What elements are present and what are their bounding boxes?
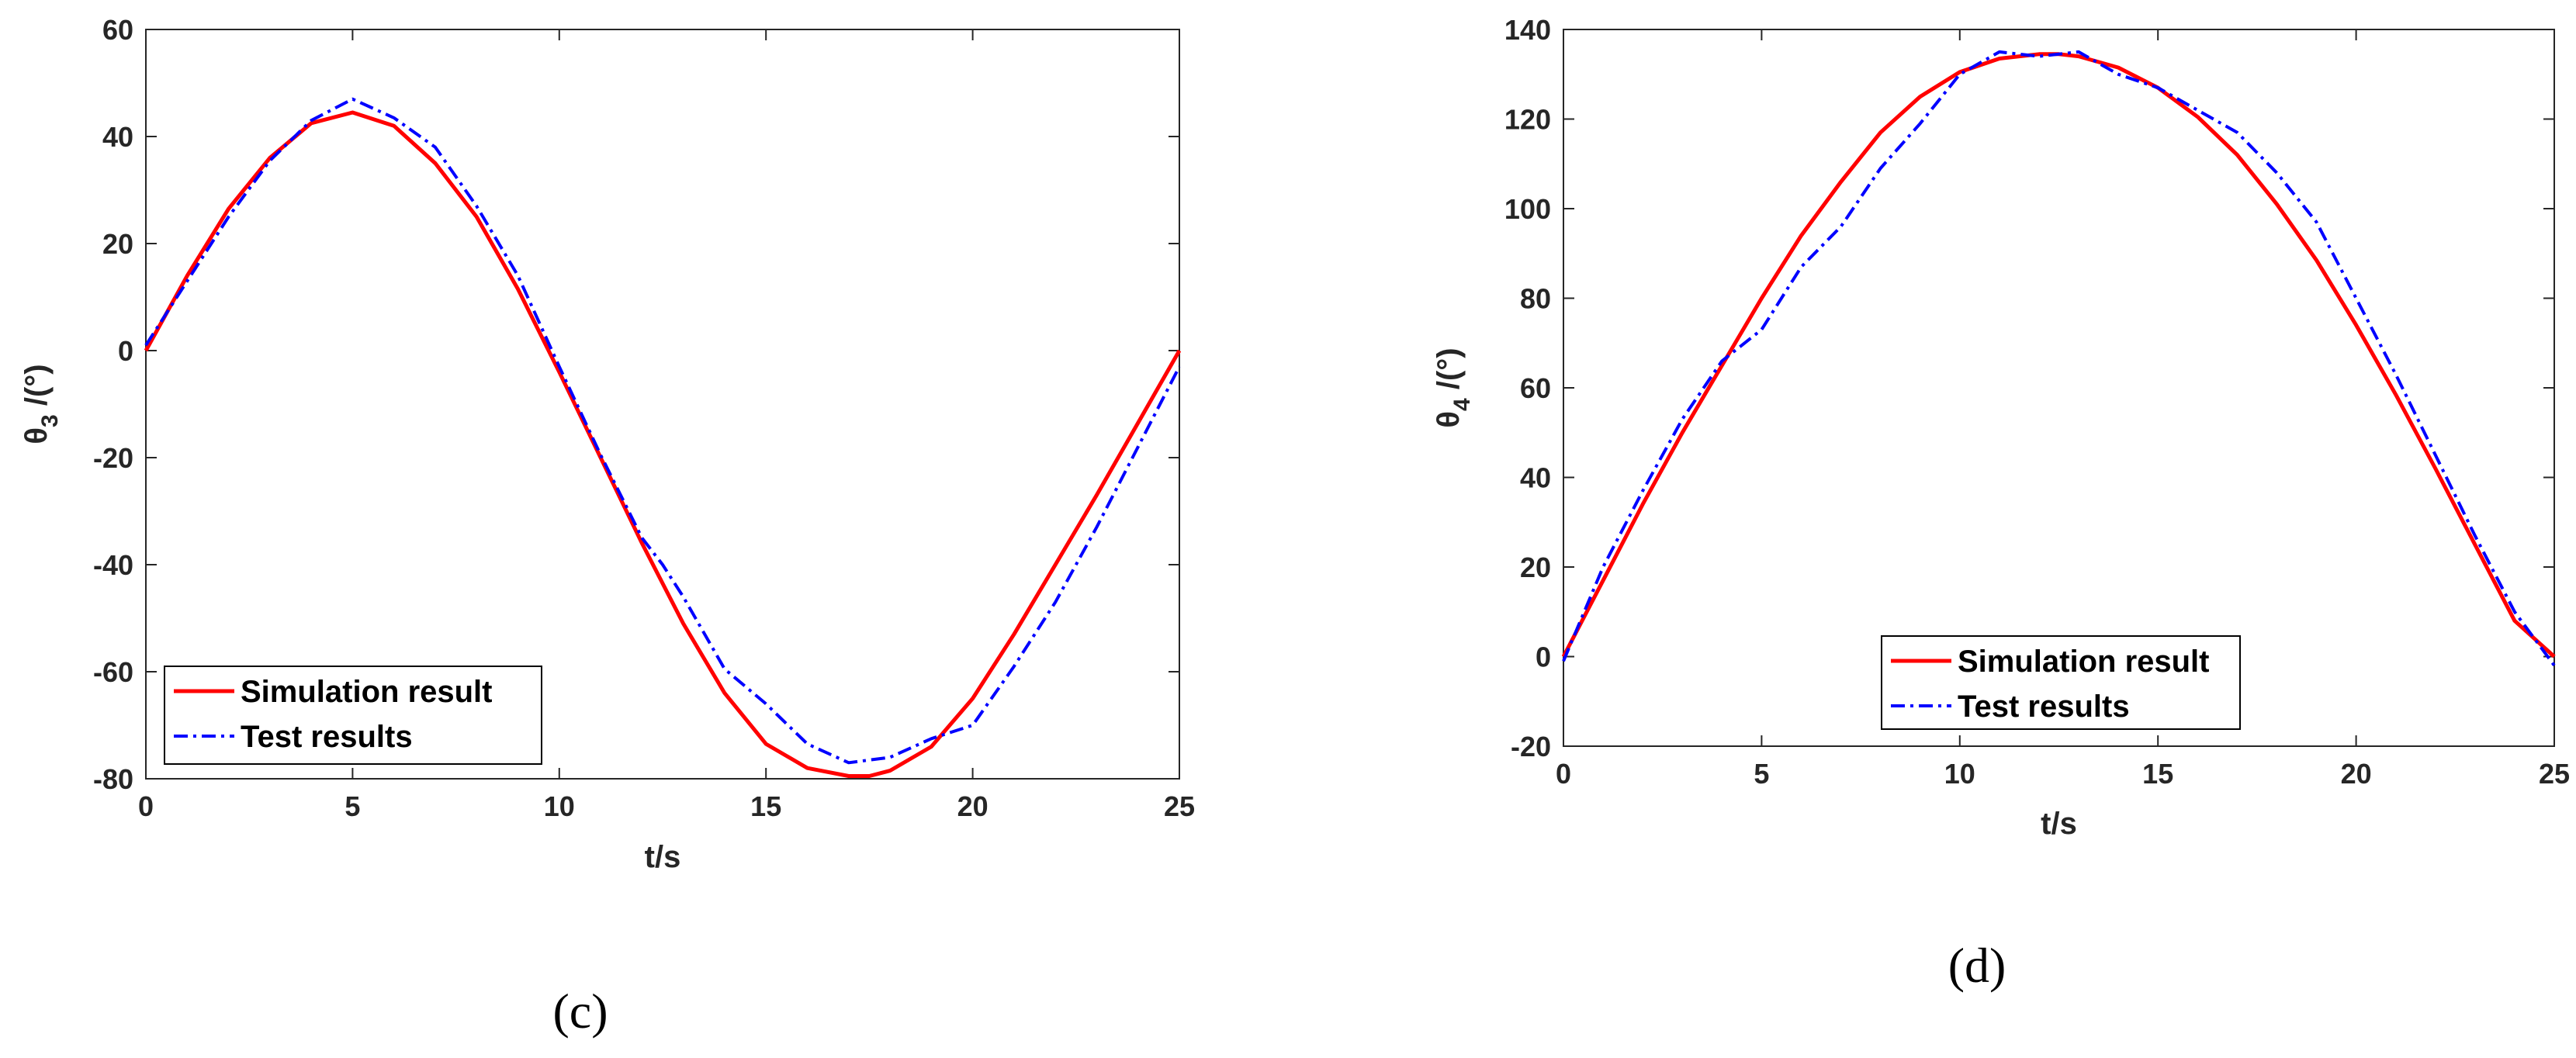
- y-axis-label-subscript: 4: [1449, 398, 1475, 411]
- x-axis-label: t/s: [645, 840, 681, 874]
- x-axis-label: t/s: [2041, 807, 2077, 841]
- x-tick-label: 20: [2341, 758, 2372, 790]
- y-tick-label: 140: [1504, 14, 1551, 46]
- legend-label: Test results: [241, 720, 413, 754]
- legend-label: Test results: [1958, 690, 2130, 724]
- x-tick-label: 5: [1754, 758, 1769, 790]
- y-axis-label: θ3 /(°): [19, 364, 63, 444]
- y-axis-label-base: θ: [1432, 411, 1466, 428]
- x-tick-label: 10: [544, 790, 575, 822]
- x-tick-label: 25: [2539, 758, 2570, 790]
- y-tick-label: 40: [1520, 462, 1551, 494]
- x-tick-label: 20: [957, 790, 989, 822]
- x-tick-label: 0: [1556, 758, 1571, 790]
- y-tick-label: 40: [102, 121, 133, 153]
- panel-caption: (c): [552, 984, 608, 1039]
- y-tick-label: 80: [1520, 283, 1551, 315]
- y-tick-label: 120: [1504, 104, 1551, 136]
- panel-caption: (d): [1948, 938, 2006, 993]
- y-tick-label: -60: [93, 656, 133, 688]
- series-line-simulation: [144, 110, 1182, 778]
- y-tick-label: -20: [93, 442, 133, 474]
- series-line-test: [1562, 50, 2556, 667]
- y-tick-label: 20: [1520, 551, 1551, 583]
- chart-panel-c: 0 5 10 15 20 25 -80 -60 -40 -20 0 20 40 60 t/s θ3 /(°) S…: [19, 14, 1195, 1039]
- x-tick-label: 25: [1164, 790, 1195, 822]
- y-axis-label-suffix: /(°): [1432, 347, 1466, 398]
- plot-area: [145, 29, 1180, 780]
- y-tick-label: -20: [1511, 731, 1551, 762]
- x-tick-label: 10: [1944, 758, 1975, 790]
- x-tick-label: 5: [345, 790, 360, 822]
- y-tick-label: 0: [118, 335, 133, 367]
- y-tick-label: 0: [1536, 641, 1551, 673]
- plot-area: [1563, 29, 2555, 747]
- y-axis-label: θ4 /(°): [1432, 347, 1475, 427]
- y-axis-label-subscript: 3: [37, 414, 63, 427]
- y-tick-label: 60: [1520, 372, 1551, 404]
- y-tick-label: -80: [93, 763, 133, 795]
- legend-label: Simulation result: [1958, 645, 2210, 679]
- y-tick-label: 100: [1504, 193, 1551, 225]
- series-line-test: [144, 97, 1181, 765]
- x-tick-label: 0: [138, 790, 154, 822]
- y-axis-label-base: θ: [19, 427, 54, 444]
- x-tick-label: 15: [750, 790, 781, 822]
- y-tick-label: 20: [102, 228, 133, 260]
- y-tick-label: 60: [102, 14, 133, 46]
- y-tick-label: -40: [93, 549, 133, 581]
- y-axis-label-suffix: /(°): [19, 364, 54, 414]
- x-tick-label: 15: [2142, 758, 2173, 790]
- legend-box: [164, 666, 542, 765]
- legend-label: Simulation result: [241, 675, 493, 709]
- legend-box: [1881, 635, 2241, 730]
